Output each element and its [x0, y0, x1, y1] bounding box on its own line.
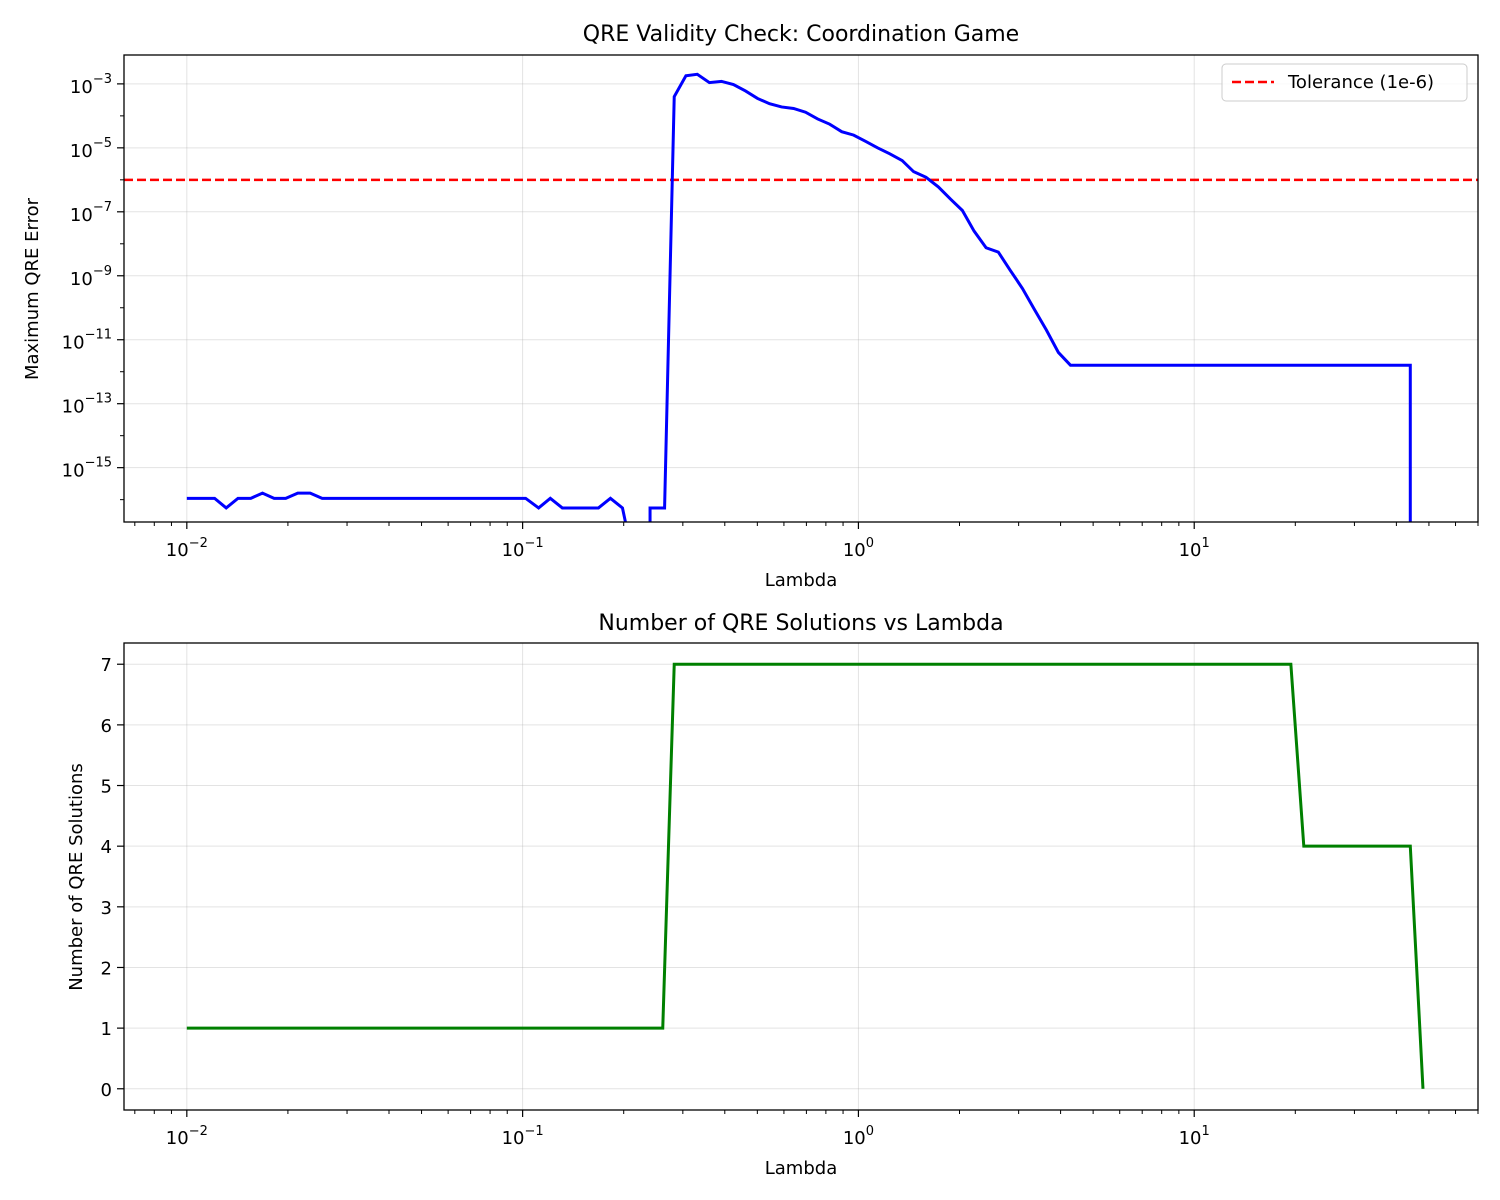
legend-box [1221, 63, 1468, 102]
chart-title: Number of QRE Solutions vs Lambda [598, 611, 1003, 636]
y-tick-label: 5 [101, 777, 112, 798]
y-tick-label: 10−11 [62, 328, 112, 354]
series-line [186, 662, 1425, 1089]
x-tick-label: 10−2 [166, 1124, 208, 1149]
y-axis-label: Maximum QRE Error [22, 197, 43, 380]
gridlines [124, 55, 1478, 522]
legend: Tolerance (1e-6) [1221, 63, 1468, 102]
y-tick-label: 4 [101, 837, 112, 858]
x-tick-label: 101 [1179, 536, 1210, 561]
y-tick-label: 10−15 [62, 456, 112, 482]
x-tick-label: 10−2 [166, 536, 208, 561]
y-tick-label: 3 [101, 898, 112, 919]
plot-frame [123, 642, 1479, 1111]
x-tick-label: 100 [843, 536, 874, 561]
chart-solution-count: Number of QRE Solutions vs Lambda 10−2 10… [66, 611, 1479, 1179]
x-tick-label: 10−1 [502, 1124, 544, 1149]
y-tick-label: 10−5 [70, 136, 112, 162]
y-tick-label: 0 [101, 1080, 112, 1101]
y-tick-label: 10−9 [70, 264, 112, 290]
legend-label-tolerance: Tolerance (1e-6) [1287, 72, 1434, 93]
y-tick-label: 10−3 [70, 72, 112, 98]
y-tick-label: 1 [101, 1019, 112, 1040]
data-series [186, 72, 1412, 522]
x-tick-label: 100 [843, 1124, 874, 1149]
x-axis-label: Lambda [765, 570, 837, 591]
data-series [186, 662, 1425, 1089]
x-axis-label: Lambda [765, 1158, 837, 1179]
axis-ticks: 10−2 10−1 100 101 10−3 10−5 10−7 10−9 10−11 10−13… [62, 72, 1479, 561]
series-line [648, 72, 1412, 522]
x-tick-label: 10−1 [502, 536, 544, 561]
y-tick-label: 6 [101, 716, 112, 737]
x-tick-label: 101 [1179, 1124, 1210, 1149]
y-axis-label: Number of QRE Solutions [66, 763, 87, 991]
series-line [186, 491, 627, 522]
y-tick-label: 10−7 [70, 200, 112, 226]
y-tick-label: 2 [101, 958, 112, 979]
y-tick-label: 10−13 [62, 392, 112, 418]
plot-frame [123, 54, 1479, 523]
chart-qre-error: QRE Validity Check: Coordination Game 10… [22, 22, 1479, 591]
y-tick-label: 7 [101, 655, 112, 676]
chart-title: QRE Validity Check: Coordination Game [583, 22, 1019, 47]
